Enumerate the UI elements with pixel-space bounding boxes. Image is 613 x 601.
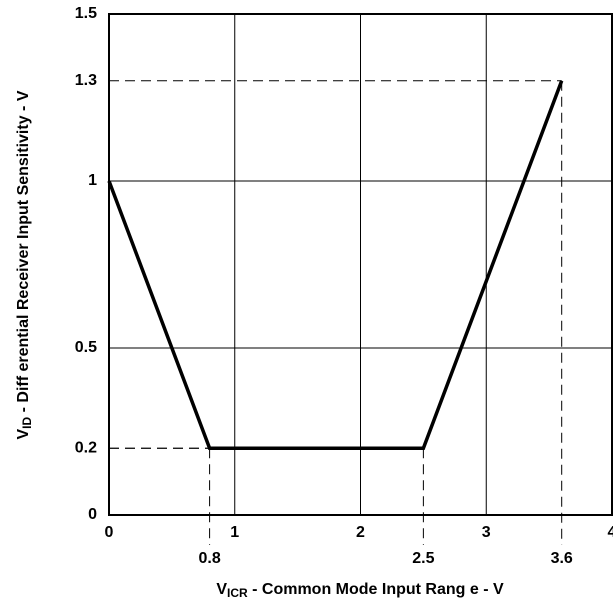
x-tick-label: 3.6 (551, 550, 573, 567)
x-tick-label: 0.8 (198, 550, 220, 567)
data-line (107, 80, 564, 450)
x-tick-label: 2.5 (412, 550, 434, 567)
y-tick-label: 1 (88, 172, 97, 189)
x-axis-title: VICR - Common Mode Input Rang e - V (216, 581, 504, 600)
x-tick-label: 0 (105, 524, 114, 541)
x-tick-label: 1 (230, 524, 239, 541)
plot-frame (108, 13, 613, 516)
y-tick-label: 1.5 (75, 5, 97, 22)
x-tick-label: 4 (608, 524, 613, 541)
y-tick-label: 1.3 (75, 72, 97, 89)
x-tick-label: 3 (482, 524, 491, 541)
y-axis-title: VID - Diff erential Receiver Input Sensi… (15, 90, 34, 439)
y-tick-label: 0 (88, 506, 97, 523)
y-tick-label: 0.2 (75, 439, 97, 456)
y-tick-label: 0.5 (75, 339, 97, 356)
x-tick-label: 2 (356, 524, 365, 541)
